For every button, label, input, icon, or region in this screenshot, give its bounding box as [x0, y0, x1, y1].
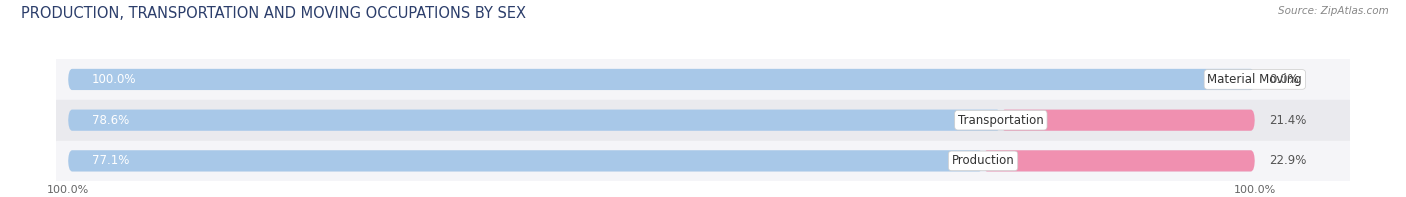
Bar — [56, 59, 1350, 100]
FancyBboxPatch shape — [1001, 110, 1254, 131]
FancyBboxPatch shape — [67, 69, 1254, 90]
Text: Material Moving: Material Moving — [1208, 73, 1302, 86]
Text: Source: ZipAtlas.com: Source: ZipAtlas.com — [1278, 6, 1389, 16]
Bar — [56, 140, 1350, 181]
Text: PRODUCTION, TRANSPORTATION AND MOVING OCCUPATIONS BY SEX: PRODUCTION, TRANSPORTATION AND MOVING OC… — [21, 6, 526, 21]
FancyBboxPatch shape — [67, 110, 1001, 131]
Text: 77.1%: 77.1% — [91, 154, 129, 167]
Text: Transportation: Transportation — [957, 114, 1043, 127]
Text: Production: Production — [952, 154, 1015, 167]
FancyBboxPatch shape — [67, 69, 1254, 90]
Bar — [56, 100, 1350, 140]
Text: 78.6%: 78.6% — [91, 114, 129, 127]
Text: 0.0%: 0.0% — [1270, 73, 1299, 86]
Text: 22.9%: 22.9% — [1270, 154, 1306, 167]
FancyBboxPatch shape — [67, 110, 1254, 131]
Text: 21.4%: 21.4% — [1270, 114, 1306, 127]
FancyBboxPatch shape — [67, 150, 1254, 171]
FancyBboxPatch shape — [67, 150, 983, 171]
Text: 100.0%: 100.0% — [91, 73, 136, 86]
FancyBboxPatch shape — [983, 150, 1254, 171]
